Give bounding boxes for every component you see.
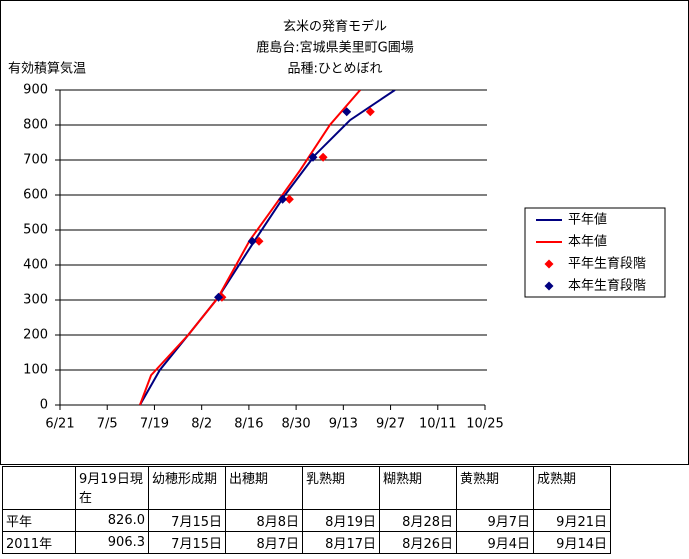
table-cell: 成熟期 bbox=[533, 466, 611, 510]
legend-label: 本年生育段階 bbox=[568, 278, 646, 294]
stage-marker bbox=[278, 194, 288, 204]
table-cell: 7月15日 bbox=[148, 509, 226, 532]
legend-label: 本年値 bbox=[568, 234, 607, 250]
y-tick-label: 200 bbox=[23, 328, 48, 343]
x-tick-label: 8/16 bbox=[234, 417, 263, 432]
x-tick-label: 7/5 bbox=[97, 417, 118, 432]
legend-label: 平年値 bbox=[568, 212, 607, 228]
y-tick-label: 100 bbox=[23, 363, 48, 378]
table-cell: 2011年 bbox=[2, 531, 76, 554]
table-cell: 乳熟期 bbox=[302, 466, 380, 510]
table-row: 平年 826.0 7月15日 8月8日 8月19日 8月28日 9月7日 9月21日 bbox=[2, 509, 611, 532]
table-cell: 幼穂形成期 bbox=[148, 466, 226, 510]
table-cell: 平年 bbox=[2, 509, 76, 532]
legend-marker bbox=[544, 281, 554, 291]
chart-subtitle: 品種:ひとめぼれ bbox=[288, 61, 383, 77]
table-cell: 出穂期 bbox=[225, 466, 303, 510]
table-cell: 黄熟期 bbox=[456, 466, 534, 510]
x-tick-label: 8/30 bbox=[282, 417, 311, 432]
table-cell: 8月19日 bbox=[302, 509, 380, 532]
x-tick-label: 6/21 bbox=[45, 417, 74, 432]
y-axis-label: 有効積算気温 bbox=[8, 61, 86, 77]
legend-marker bbox=[544, 259, 554, 269]
table-cell: 8月17日 bbox=[302, 531, 380, 554]
stage-marker bbox=[284, 194, 294, 204]
table-cell bbox=[2, 466, 76, 510]
chart-subtitle: 鹿島台:宮城県美里町G圃場 bbox=[256, 40, 413, 56]
table-cell: 8月28日 bbox=[379, 509, 457, 532]
table-row: 2011年 906.3 7月15日 8月7日 8月17日 8月26日 9月4日 9月14日 bbox=[2, 531, 611, 554]
table-cell: 9月14日 bbox=[533, 531, 611, 554]
table-cell: 9月7日 bbox=[456, 509, 534, 532]
table-cell: 7月15日 bbox=[148, 531, 226, 554]
table-row: 9月19日現在 幼穂形成期 出穂期 乳熟期 糊熟期 黄熟期 成熟期 bbox=[2, 466, 611, 510]
stage-marker bbox=[247, 236, 257, 246]
table-cell: 糊熟期 bbox=[379, 466, 457, 510]
stage-marker bbox=[214, 292, 224, 302]
y-tick-label: 0 bbox=[40, 398, 48, 413]
table-cell: 8月7日 bbox=[225, 531, 303, 554]
stage-table: 9月19日現在 幼穂形成期 出穂期 乳熟期 糊熟期 黄熟期 成熟期 平年 826.0 7月15日 8… bbox=[2, 466, 611, 554]
x-tick-label: 10/11 bbox=[419, 417, 456, 432]
table-cell: 9月21日 bbox=[533, 509, 611, 532]
y-tick-label: 300 bbox=[23, 293, 48, 308]
chart: 玄米の発育モデル 鹿島台:宮城県美里町G圃場 品種:ひとめぼれ 有効積算気温 0… bbox=[0, 0, 689, 465]
series-line bbox=[139, 90, 396, 405]
y-tick-label: 700 bbox=[23, 153, 48, 168]
table-cell: 9月19日現在 bbox=[75, 466, 149, 510]
stage-marker bbox=[365, 107, 375, 117]
x-tick-label: 7/19 bbox=[140, 417, 169, 432]
legend-box bbox=[524, 207, 666, 298]
legend-label: 平年生育段階 bbox=[568, 256, 646, 272]
table-cell: 8月8日 bbox=[225, 509, 303, 532]
y-tick-label: 400 bbox=[23, 258, 48, 273]
x-tick-label: 10/25 bbox=[466, 417, 503, 432]
y-tick-label: 900 bbox=[23, 83, 48, 98]
y-tick-label: 500 bbox=[23, 223, 48, 238]
chart-title: 玄米の発育モデル bbox=[283, 19, 387, 35]
stage-marker bbox=[342, 107, 352, 117]
y-tick-label: 600 bbox=[23, 188, 48, 203]
x-tick-label: 9/27 bbox=[376, 417, 405, 432]
table-cell: 906.3 bbox=[75, 531, 149, 554]
y-tick-label: 800 bbox=[23, 118, 48, 133]
table-cell: 8月26日 bbox=[379, 531, 457, 554]
x-tick-label: 8/2 bbox=[191, 417, 212, 432]
x-tick-label: 9/13 bbox=[329, 417, 358, 432]
stage-marker bbox=[308, 152, 318, 162]
stage-marker bbox=[254, 236, 264, 246]
stage-marker bbox=[318, 152, 328, 162]
table-cell: 826.0 bbox=[75, 509, 149, 532]
table-cell: 9月4日 bbox=[456, 531, 534, 554]
